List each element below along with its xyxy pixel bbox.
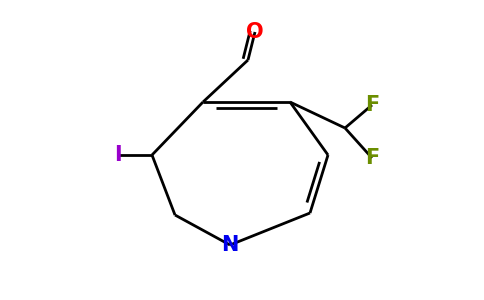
Text: F: F: [365, 148, 379, 168]
Text: N: N: [221, 235, 239, 255]
Text: I: I: [114, 145, 122, 165]
Text: O: O: [246, 22, 264, 42]
Text: F: F: [365, 95, 379, 115]
